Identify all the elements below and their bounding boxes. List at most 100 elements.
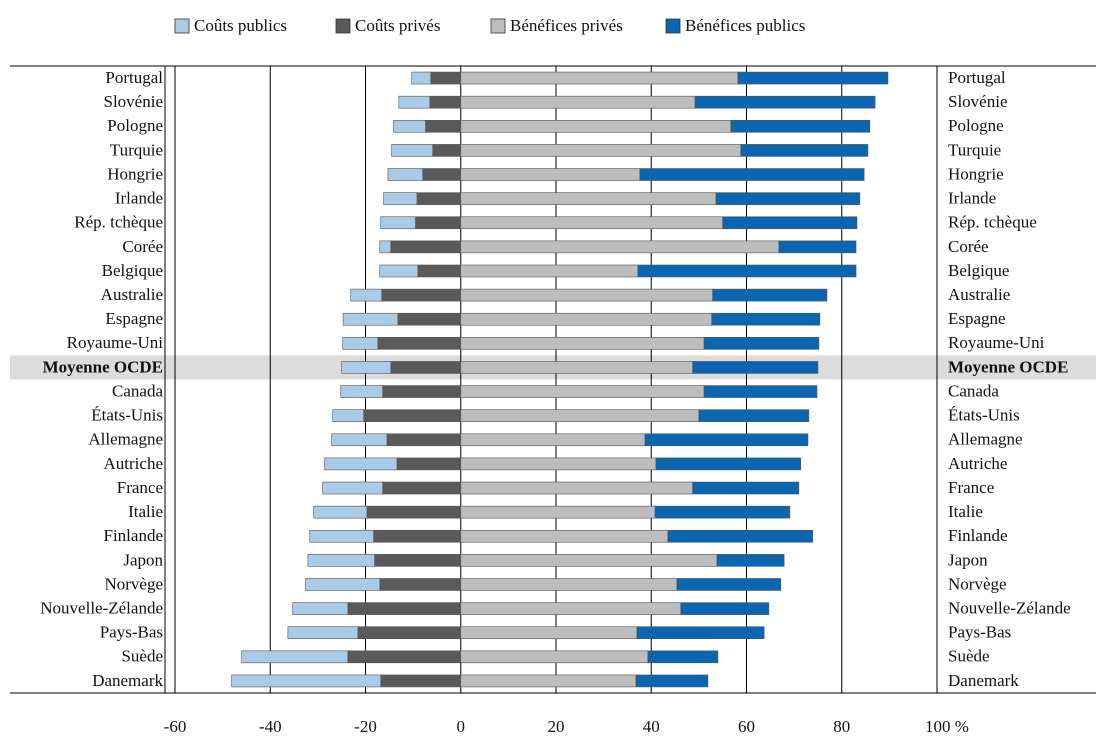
category-label-left: Corée <box>122 237 163 256</box>
x-tick-label: -40 <box>259 717 282 736</box>
category-label-right: Pologne <box>948 116 1004 135</box>
category-label-left: Belgique <box>102 261 163 280</box>
bar-segment <box>636 626 765 640</box>
bar-segment <box>350 288 382 302</box>
legend-swatch <box>490 18 506 34</box>
category-label-left: Rép. tchèque <box>74 213 163 232</box>
x-tick-label: 80 <box>833 717 850 736</box>
legend-swatch <box>335 18 351 34</box>
category-label-right: Finlande <box>948 526 1008 545</box>
bar-segment <box>429 95 462 109</box>
bar-segment <box>694 95 876 109</box>
bar-segment <box>460 529 669 543</box>
bar-segment <box>460 481 693 495</box>
bar-segment <box>340 385 383 398</box>
category-label-left: Italie <box>128 502 163 521</box>
bar-segment <box>715 192 861 205</box>
bar-segment <box>460 337 705 350</box>
bar-segment <box>635 674 709 688</box>
bar-segment <box>292 602 349 615</box>
category-label-right: Nouvelle-Zélande <box>948 599 1071 618</box>
category-label-left: Portugal <box>105 68 163 87</box>
bar-segment <box>460 505 656 519</box>
category-label-left: Moyenne OCDE <box>43 357 163 376</box>
bar-segment <box>357 626 462 640</box>
legend-label: Bénéfices privés <box>510 16 623 35</box>
x-tick-label: -60 <box>164 717 187 736</box>
bar-segment <box>411 71 432 85</box>
bar-segment <box>366 505 462 519</box>
bar-segment <box>341 361 392 374</box>
bar-segment <box>231 674 382 688</box>
category-label-left: Canada <box>112 381 163 400</box>
bar-segment <box>692 361 819 374</box>
bar-segment <box>676 578 782 591</box>
category-label-right: Hongrie <box>948 164 1004 183</box>
bar-segment <box>712 288 828 302</box>
bar-segment <box>716 554 785 567</box>
bar-segment <box>386 433 462 447</box>
category-label-left: Espagne <box>105 309 163 328</box>
category-label-right: Turquie <box>948 140 1001 159</box>
bar-segment <box>460 312 713 326</box>
bar-segment <box>460 361 693 374</box>
category-label-right: États-Unis <box>948 406 1020 425</box>
bar-segment <box>460 385 705 398</box>
bar-segment <box>460 674 637 688</box>
category-label-right: Portugal <box>948 68 1006 87</box>
bar-segment <box>460 554 718 567</box>
bar-segment <box>730 119 871 133</box>
bar-segment <box>460 95 696 109</box>
bar-segment <box>363 409 462 422</box>
bar-segment <box>425 119 462 133</box>
bar-segment <box>644 433 809 447</box>
bar-segment <box>383 192 418 205</box>
bar-segment <box>711 312 821 326</box>
bar-segment <box>460 192 717 205</box>
bar-segment <box>460 71 739 85</box>
category-label-right: Suède <box>948 647 990 666</box>
bar-segment <box>380 216 416 230</box>
category-label-left: Autriche <box>104 454 163 473</box>
bar-segment <box>342 337 379 350</box>
category-label-right: Moyenne OCDE <box>948 357 1068 376</box>
bar-segment <box>703 337 820 350</box>
bar-segment <box>430 71 462 85</box>
bar-segment <box>393 119 426 133</box>
category-label-left: Norvège <box>104 574 163 593</box>
bar-segment <box>460 288 713 302</box>
category-label-left: Australie <box>101 285 163 304</box>
category-label-right: Slovénie <box>948 92 1008 111</box>
bar-segment <box>313 505 368 519</box>
bar-segment <box>460 457 657 471</box>
bar-segment <box>432 144 462 157</box>
bar-segment <box>703 385 818 398</box>
bar-segment <box>347 602 462 615</box>
x-tick-label: 40 <box>643 717 660 736</box>
bar-segment <box>655 457 802 471</box>
bar-segment <box>460 144 742 157</box>
bar-segment <box>460 602 682 615</box>
category-label-right: Italie <box>948 502 983 521</box>
x-tick-label: 100 % <box>925 717 969 736</box>
category-label-left: Royaume-Uni <box>67 333 164 352</box>
bar-segment <box>460 119 732 133</box>
legend-label: Coûts privés <box>355 16 440 35</box>
category-label-left: Allemagne <box>88 430 163 449</box>
category-label-left: Finlande <box>104 526 164 545</box>
category-label-left: Pologne <box>107 116 163 135</box>
bar-segment <box>374 554 462 567</box>
category-label-left: Slovénie <box>104 92 164 111</box>
bar-segment <box>417 264 462 278</box>
category-label-left: Japon <box>123 550 163 569</box>
bar-segment <box>331 433 388 447</box>
bar-segment <box>647 650 719 664</box>
bar-segment <box>396 457 462 471</box>
bar-segment <box>324 457 398 471</box>
bar-segment <box>322 481 383 495</box>
bar-segment <box>382 481 462 495</box>
bar-segment <box>380 674 462 688</box>
legend-label: Bénéfices publics <box>685 16 805 35</box>
bar-segment <box>332 409 364 422</box>
